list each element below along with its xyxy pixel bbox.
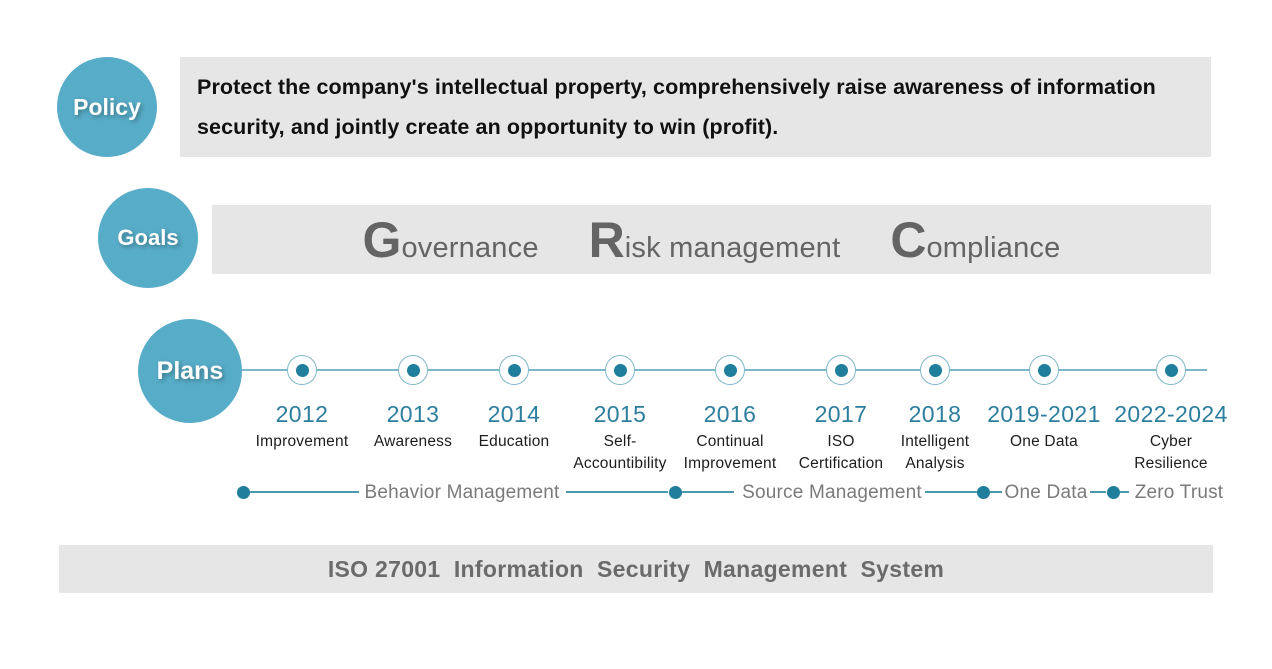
policy-badge: Policy bbox=[57, 57, 157, 157]
phase-label: One Data bbox=[1004, 482, 1088, 503]
timeline-marker-dot-icon bbox=[295, 363, 309, 377]
milestone-title: ISO Certification bbox=[798, 433, 884, 472]
phase-label: Zero Trust bbox=[1134, 482, 1224, 503]
milestone-year: 2019-2021 bbox=[987, 401, 1101, 427]
timeline-marker-icon bbox=[1029, 355, 1059, 385]
phase-line bbox=[990, 491, 1002, 493]
phase-dot-icon bbox=[976, 486, 990, 499]
milestone-title: Education bbox=[478, 433, 550, 450]
goal-risk-management-rest: isk management bbox=[624, 231, 841, 264]
phase-dot-icon bbox=[236, 486, 250, 499]
goals-badge: Goals bbox=[98, 188, 198, 288]
timeline-marker-icon bbox=[499, 355, 529, 385]
milestone-year: 2013 bbox=[386, 401, 440, 427]
goal-compliance-initial: C bbox=[890, 211, 927, 268]
timeline-marker-icon bbox=[398, 355, 428, 385]
milestone-title: Cyber Resilience bbox=[1134, 433, 1208, 472]
timeline-marker-dot-icon bbox=[834, 363, 848, 377]
timeline-marker-dot-icon bbox=[507, 363, 521, 377]
phase-dot-icon bbox=[1106, 486, 1120, 499]
timeline-marker-dot-icon bbox=[1037, 363, 1051, 377]
goal-compliance-rest: ompliance bbox=[926, 231, 1061, 264]
milestone-year: 2014 bbox=[487, 401, 541, 427]
milestone-title: Self- Accountibility bbox=[573, 433, 667, 472]
goal-governance: Governance bbox=[363, 211, 539, 269]
goal-risk-management-initial: R bbox=[588, 211, 625, 268]
milestone-title: Continual Improvement bbox=[683, 433, 777, 472]
timeline-marker-icon bbox=[287, 355, 317, 385]
goal-risk-management: Risk management bbox=[589, 211, 841, 269]
timeline-marker-dot-icon bbox=[723, 363, 737, 377]
phase-line bbox=[925, 491, 977, 493]
phase-line bbox=[250, 491, 359, 493]
phase-dot-icon bbox=[668, 486, 682, 499]
policy-statement-box: Protect the company's intellectual prope… bbox=[180, 57, 1211, 157]
timeline-marker-icon bbox=[920, 355, 950, 385]
policy-statement-text: Protect the company's intellectual prope… bbox=[197, 75, 1156, 139]
milestone-year: 2018 bbox=[908, 401, 962, 427]
goal-compliance: Compliance bbox=[890, 211, 1060, 269]
phase-label: Behavior Management bbox=[364, 482, 560, 503]
phase-label: Source Management bbox=[742, 482, 922, 503]
timeline-marker-icon bbox=[826, 355, 856, 385]
plans-badge: Plans bbox=[138, 319, 242, 423]
milestone-year: 2016 bbox=[703, 401, 757, 427]
timeline-marker-dot-icon bbox=[928, 363, 942, 377]
timeline-marker-icon bbox=[605, 355, 635, 385]
milestone-title: One Data bbox=[1010, 433, 1078, 450]
footer-banner-text: ISO 27001 Information Security Managemen… bbox=[327, 555, 945, 582]
phase-line bbox=[682, 491, 734, 493]
timeline-marker-dot-icon bbox=[613, 363, 627, 377]
goal-governance-initial: G bbox=[362, 211, 402, 268]
milestone-title: Awareness bbox=[373, 433, 453, 450]
policy-badge-label: Policy bbox=[73, 93, 141, 120]
goals-box: Governance Risk management Compliance bbox=[212, 205, 1211, 274]
goals-badge-label: Goals bbox=[117, 225, 179, 250]
footer-banner: ISO 27001 Information Security Managemen… bbox=[59, 545, 1213, 593]
goal-governance-rest: overnance bbox=[401, 231, 539, 264]
milestone-title: Intelligent Analysis bbox=[900, 433, 970, 472]
phase-line bbox=[1090, 491, 1106, 493]
phase-line bbox=[566, 491, 668, 493]
milestone-title: Improvement bbox=[255, 433, 349, 450]
timeline-marker-dot-icon bbox=[1164, 363, 1178, 377]
timeline-marker-dot-icon bbox=[406, 363, 420, 377]
plans-badge-label: Plans bbox=[156, 356, 224, 385]
milestone-year: 2017 bbox=[814, 401, 868, 427]
milestone-year: 2015 bbox=[593, 401, 647, 427]
phase-line bbox=[1120, 491, 1129, 493]
milestone-year: 2022-2024 bbox=[1114, 401, 1228, 427]
timeline-marker-icon bbox=[715, 355, 745, 385]
milestone-year: 2012 bbox=[275, 401, 329, 427]
timeline-marker-icon bbox=[1156, 355, 1186, 385]
